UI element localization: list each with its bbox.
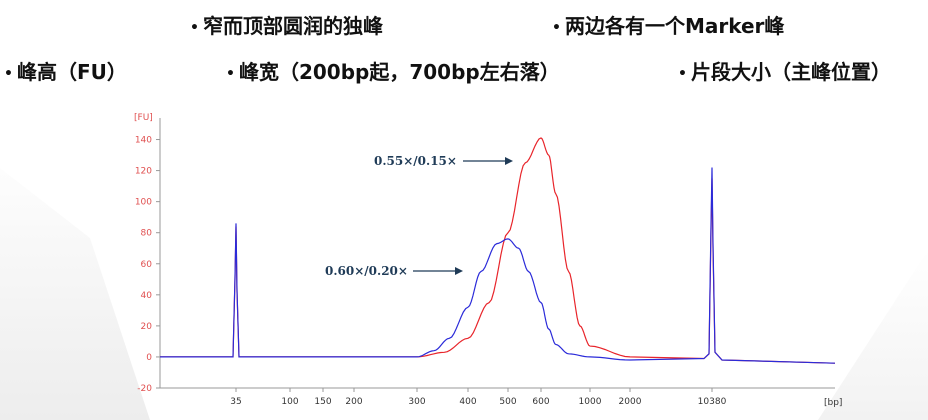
- y-tick-label: 80: [141, 229, 153, 239]
- bullet-point: • 片段大小（主峰位置）: [678, 60, 891, 84]
- bullet-point: • 窄而顶部圆润的独峰: [190, 14, 383, 38]
- annotation-label: 0.60×/0.20×: [325, 264, 408, 278]
- y-unit-label: [FU]: [134, 113, 153, 123]
- x-tick-label: 400: [459, 397, 476, 407]
- x-tick-label: 10380: [698, 397, 727, 407]
- x-tick-label: 500: [499, 397, 516, 407]
- series-line-red: [160, 137, 836, 364]
- x-tick-label: 35: [230, 397, 241, 407]
- bullet-text: 峰宽（200bp起，700bp左右落）: [238, 60, 560, 84]
- bullet-point: • 峰高（FU）: [4, 60, 127, 84]
- y-tick-label: 140: [135, 136, 152, 146]
- series-line-blue: [160, 167, 836, 364]
- y-tick-label: -20: [137, 384, 152, 394]
- annotation-arrowhead: [505, 157, 513, 165]
- x-tick-label: 600: [532, 397, 549, 407]
- y-tick-label: 20: [141, 322, 153, 332]
- y-tick-label: 60: [141, 260, 153, 270]
- bullet-point: • 峰宽（200bp起，700bp左右落）: [226, 60, 560, 84]
- x-tick-label: 2000: [619, 397, 642, 407]
- annotation-label: 0.55×/0.15×: [374, 154, 457, 168]
- x-tick-label: 100: [281, 397, 298, 407]
- y-tick-label: 40: [141, 291, 153, 301]
- x-unit-label: [bp]: [824, 398, 842, 408]
- x-tick-label: 200: [345, 397, 362, 407]
- bullet-text: 两边各有一个Marker峰: [564, 14, 785, 38]
- bullet-text: 片段大小（主峰位置）: [690, 60, 891, 84]
- x-tick-label: 150: [314, 397, 331, 407]
- y-tick-label: 100: [135, 198, 152, 208]
- y-tick-label: 0: [146, 353, 152, 363]
- y-tick-label: 120: [135, 167, 152, 177]
- x-tick-label: 1000: [579, 397, 602, 407]
- x-tick-label: 300: [408, 397, 425, 407]
- bullet-text: 窄而顶部圆润的独峰: [202, 14, 383, 38]
- annotation-arrowhead: [455, 267, 463, 275]
- bullet-text: 峰高（FU）: [16, 60, 127, 84]
- bullet-point: • 两边各有一个Marker峰: [552, 14, 785, 38]
